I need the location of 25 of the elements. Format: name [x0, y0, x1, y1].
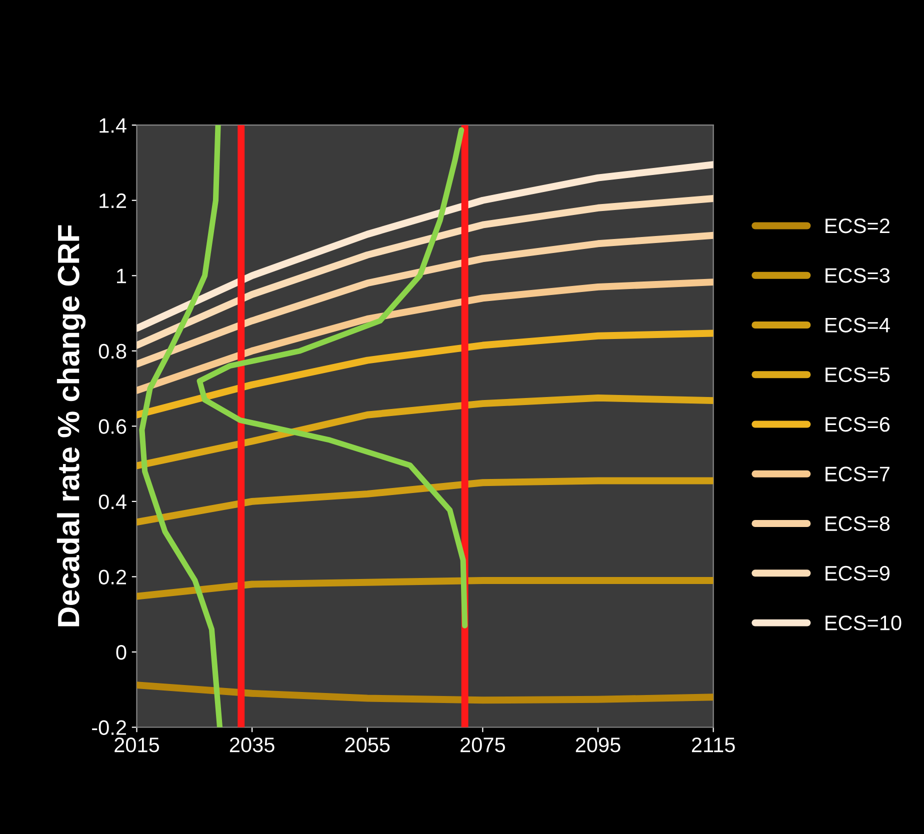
x-tick-label: 2035 [230, 738, 274, 752]
x-tick-label: 2075 [460, 738, 505, 752]
legend-label: ECS=8 [826, 516, 890, 532]
y-tick-label: 1.2 [100, 193, 126, 208]
y-tick-label: 1.4 [100, 118, 126, 133]
x-tick-label: 2115 [692, 738, 735, 752]
legend-label: ECS=10 [826, 616, 902, 630]
y-tick-label: 0.4 [98, 494, 126, 510]
legend-label: ECS=4 [826, 318, 890, 333]
x-tick-label: 2095 [576, 738, 620, 752]
legend-label: ECS=5 [826, 367, 890, 382]
y-tick-label: 0.6 [98, 419, 126, 434]
x-tick-label: 2055 [345, 738, 390, 752]
legend-label: ECS=3 [826, 268, 890, 283]
y-tick-label: 0.8 [98, 344, 126, 359]
legend-label: ECS=7 [826, 466, 890, 482]
y-tick-label: 0.2 [98, 570, 126, 584]
legend-label: ECS=2 [826, 218, 890, 234]
legend-label: ECS=9 [826, 566, 890, 581]
legend-label: ECS=6 [826, 417, 890, 432]
y-tick-label: 1 [117, 268, 126, 284]
y-tick-label: 0 [116, 644, 126, 660]
y-axis-title: Decadal rate % change CRF [56, 225, 86, 626]
y-tick-label: -0.2 [92, 720, 126, 735]
x-tick-label: 2015 [114, 738, 160, 752]
